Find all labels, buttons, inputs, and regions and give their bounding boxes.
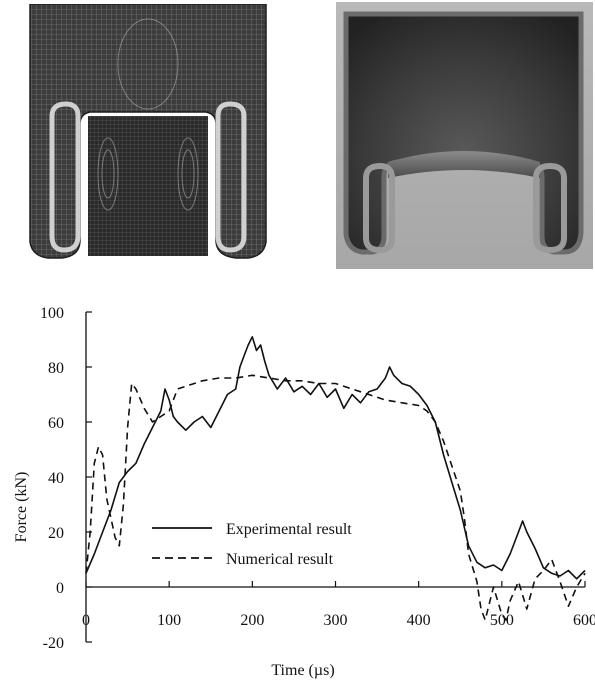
specimen-photo-image <box>336 2 593 269</box>
x-tick-label: 100 <box>157 612 181 629</box>
x-tick-label: 600 <box>573 612 595 629</box>
y-tick-label: -20 <box>43 635 64 652</box>
y-tick-label: 60 <box>48 415 64 432</box>
y-tick-label: 40 <box>48 470 64 487</box>
legend-label-numerical: Numerical result <box>226 551 334 568</box>
x-tick-label: 300 <box>324 612 348 629</box>
y-tick-label: 100 <box>40 305 64 322</box>
y-axis-label: Force (kN) <box>13 472 30 543</box>
series-line-numerical <box>85 374 586 621</box>
x-tick-label: 400 <box>407 612 431 629</box>
chart-series <box>85 336 586 621</box>
y-tick-label: 0 <box>56 580 64 597</box>
chart-axes: -20 0 20 40 60 80 100 0 100 200 300 400 500 600 <box>40 305 595 652</box>
x-tick-label: 0 <box>82 612 90 629</box>
x-axis-label: Time (µs) <box>271 662 334 679</box>
force-time-chart: -20 0 20 40 60 80 100 0 100 200 300 400 500 600 Exper… <box>13 305 595 679</box>
legend-label-experimental: Experimental result <box>226 521 352 538</box>
fe-mesh-image <box>29 4 267 259</box>
x-tick-label: 200 <box>240 612 264 629</box>
y-tick-label: 20 <box>48 525 64 542</box>
x-tick-label: 500 <box>490 612 514 629</box>
chart-legend: Experimental result Numerical result <box>152 521 352 568</box>
series-line-experimental <box>85 336 586 580</box>
y-tick-label: 80 <box>48 360 64 377</box>
